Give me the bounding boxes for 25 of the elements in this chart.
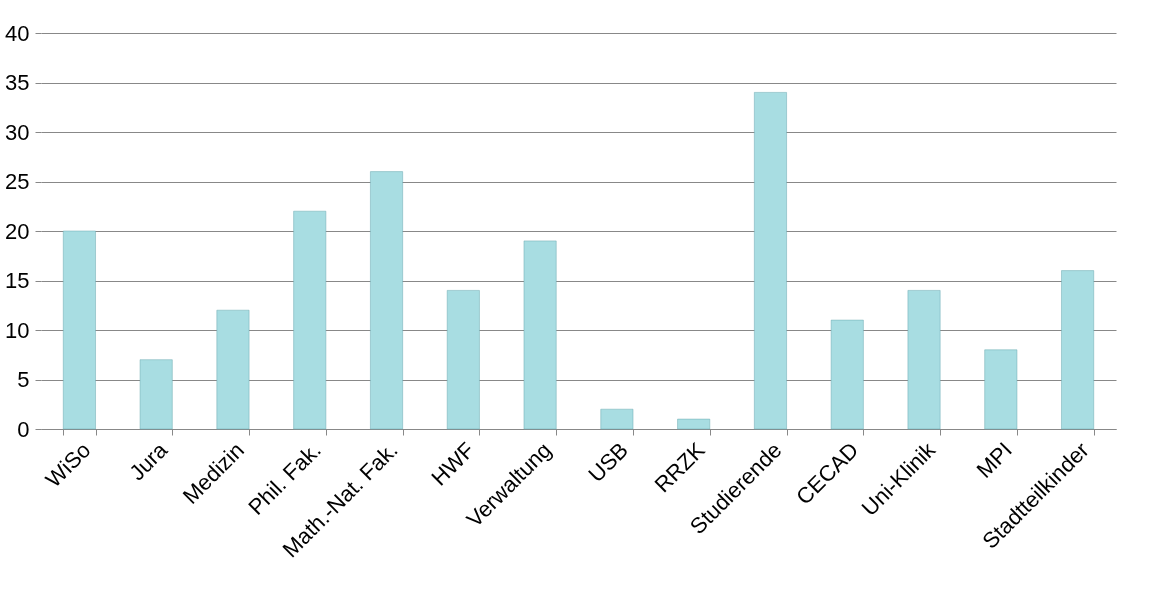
bar: [63, 230, 96, 430]
bar: [370, 171, 403, 430]
bar: [830, 319, 864, 430]
bar: [907, 290, 941, 430]
y-tick-label: 35: [5, 70, 30, 95]
bar: [139, 359, 173, 430]
bar: [216, 309, 250, 430]
y-tick-label: 15: [5, 268, 30, 293]
y-tick-label: 25: [5, 169, 30, 194]
bar: [523, 240, 557, 430]
y-tick-label: 0: [17, 416, 30, 442]
x-tick-label: USB: [583, 437, 633, 488]
y-tick-label: 5: [17, 367, 30, 392]
bar: [677, 418, 711, 430]
bar: [446, 290, 480, 430]
y-tick-label: 30: [5, 119, 30, 145]
bar: [1061, 270, 1094, 430]
y-tick-label: 20: [5, 218, 30, 244]
y-tick-label: 10: [5, 317, 30, 343]
x-tick-label: Jura: [124, 436, 173, 486]
y-tick-label: 40: [5, 20, 30, 46]
bar: [754, 92, 787, 430]
bar: [293, 210, 327, 430]
bar: [984, 349, 1018, 430]
bar: [600, 408, 634, 430]
